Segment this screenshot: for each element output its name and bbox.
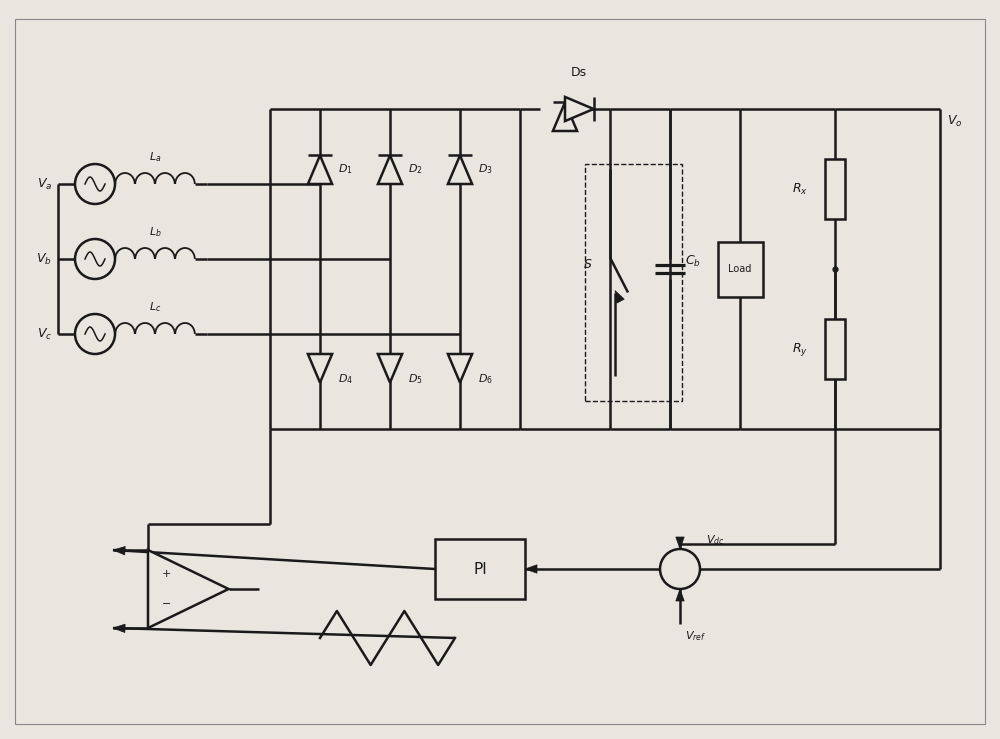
Polygon shape — [448, 155, 472, 184]
Polygon shape — [308, 354, 332, 383]
Polygon shape — [676, 589, 684, 601]
Text: $D_3$: $D_3$ — [478, 162, 493, 176]
Text: $V_{ref}$: $V_{ref}$ — [685, 629, 706, 643]
Polygon shape — [113, 547, 125, 555]
Text: $V_a$: $V_a$ — [37, 177, 52, 191]
Polygon shape — [148, 550, 229, 628]
Text: Ds: Ds — [571, 66, 587, 79]
Bar — [718, 242, 763, 296]
Polygon shape — [308, 155, 332, 184]
Polygon shape — [676, 537, 684, 549]
Text: PI: PI — [473, 562, 487, 576]
Text: $V_o$: $V_o$ — [947, 114, 963, 129]
Bar — [435, 539, 525, 599]
Text: $L_b$: $L_b$ — [149, 225, 161, 239]
Text: $R_y$: $R_y$ — [792, 341, 808, 358]
Polygon shape — [448, 354, 472, 383]
Bar — [825, 159, 845, 219]
Bar — [825, 319, 845, 379]
Text: $D_1$: $D_1$ — [338, 162, 353, 176]
Circle shape — [660, 549, 700, 589]
Text: $V_c$: $V_c$ — [37, 327, 52, 341]
Text: $D_4$: $D_4$ — [338, 372, 353, 386]
Polygon shape — [113, 624, 125, 633]
Polygon shape — [378, 354, 402, 383]
Text: S: S — [584, 258, 592, 271]
Polygon shape — [378, 155, 402, 184]
Text: $V_b$: $V_b$ — [36, 251, 52, 267]
Text: −: − — [162, 599, 171, 608]
Text: +: + — [162, 570, 171, 579]
Polygon shape — [553, 103, 577, 131]
Text: $C_b$: $C_b$ — [685, 253, 701, 268]
Polygon shape — [615, 290, 624, 303]
Text: $D_2$: $D_2$ — [408, 162, 423, 176]
Text: $V_{dc}$: $V_{dc}$ — [706, 534, 725, 547]
Polygon shape — [525, 565, 537, 573]
Text: $D_5$: $D_5$ — [408, 372, 423, 386]
Text: $L_a$: $L_a$ — [149, 150, 161, 164]
Text: $R_x$: $R_x$ — [792, 182, 808, 197]
Text: $D_6$: $D_6$ — [478, 372, 493, 386]
Text: Load: Load — [728, 264, 752, 274]
Bar — [585, 164, 682, 401]
Text: $L_c$: $L_c$ — [149, 300, 161, 314]
Polygon shape — [565, 97, 594, 121]
